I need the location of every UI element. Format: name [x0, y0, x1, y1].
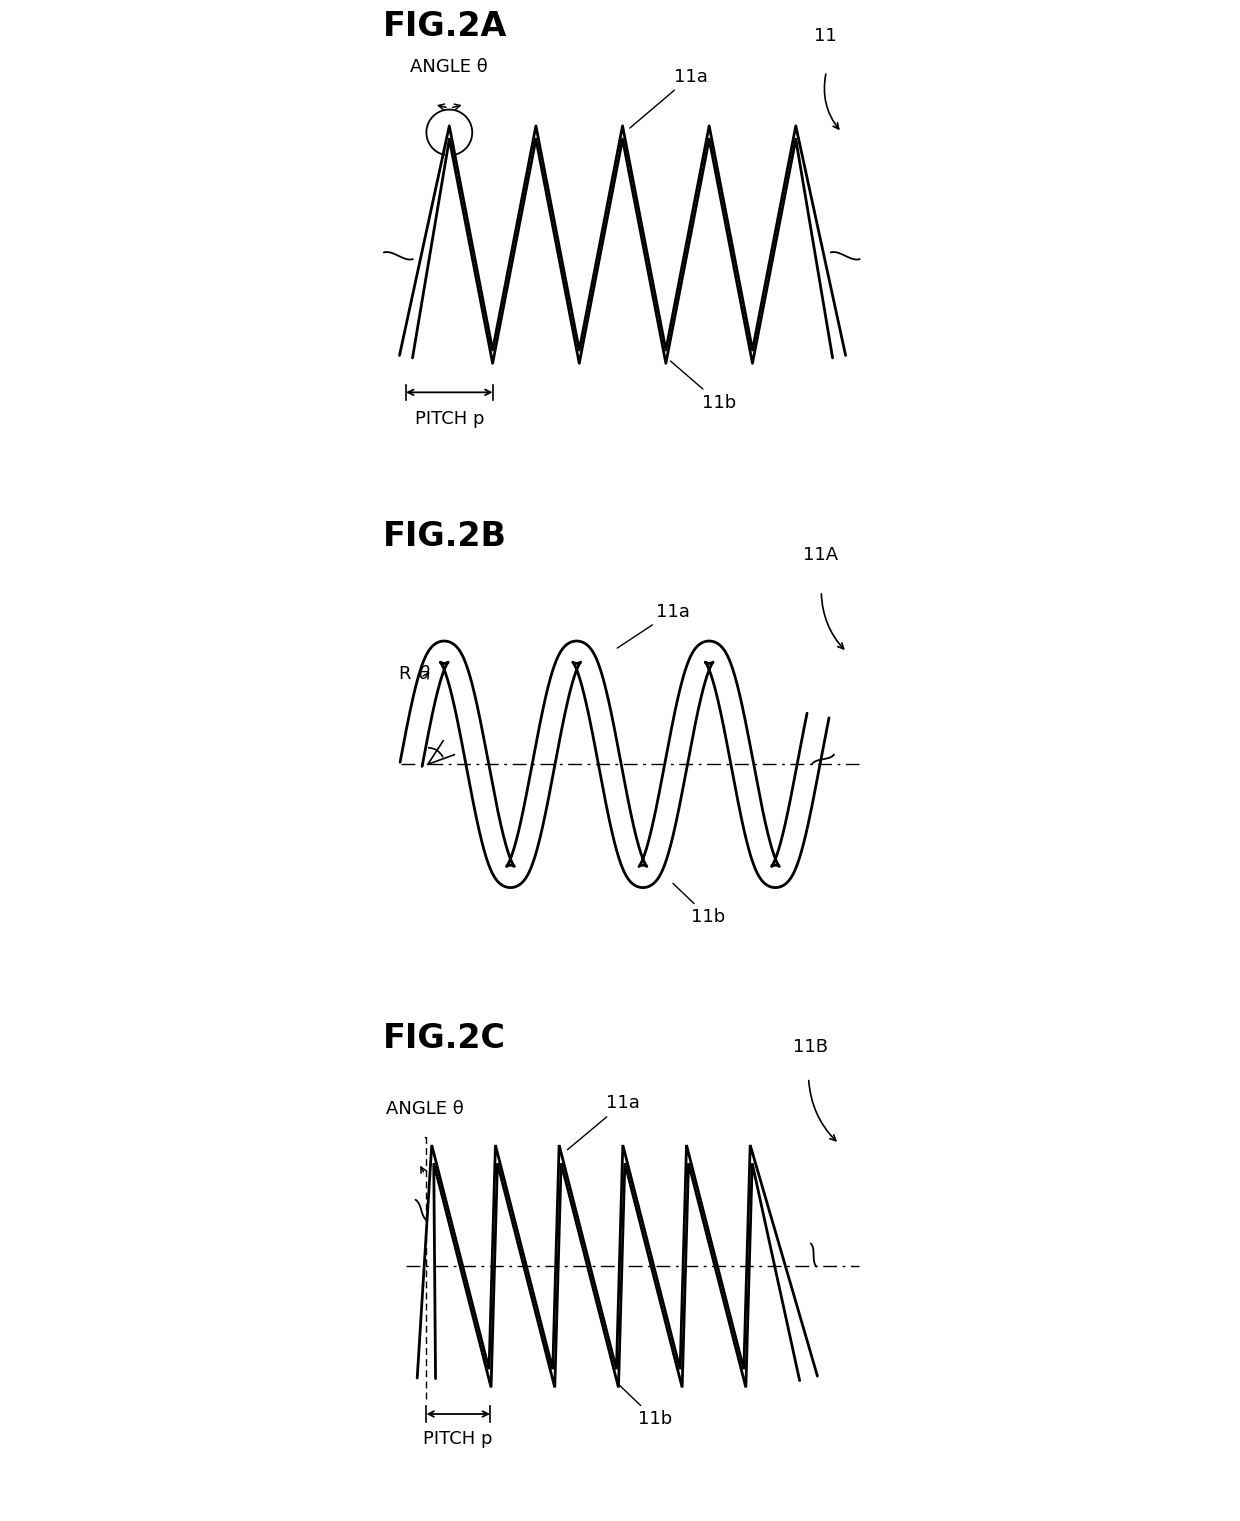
Text: 11A: 11A [804, 546, 838, 564]
Text: 11a: 11a [618, 602, 689, 648]
Text: θ: θ [419, 665, 430, 683]
Text: 11a: 11a [630, 67, 707, 128]
Text: 11a: 11a [568, 1094, 640, 1150]
Text: FIG.2A: FIG.2A [383, 11, 507, 43]
Text: PITCH p: PITCH p [414, 411, 484, 429]
Text: FIG.2C: FIG.2C [383, 1022, 506, 1054]
Text: FIG.2B: FIG.2B [383, 520, 507, 552]
Text: 11B: 11B [794, 1039, 828, 1056]
Text: R: R [398, 665, 412, 683]
Text: 11: 11 [813, 27, 836, 44]
Text: ANGLE θ: ANGLE θ [386, 1101, 464, 1118]
Text: 11b: 11b [671, 360, 735, 412]
Text: ANGLE θ: ANGLE θ [410, 58, 489, 76]
Text: 11b: 11b [673, 884, 725, 926]
Text: 11b: 11b [618, 1383, 672, 1428]
Text: PITCH p: PITCH p [424, 1430, 494, 1448]
